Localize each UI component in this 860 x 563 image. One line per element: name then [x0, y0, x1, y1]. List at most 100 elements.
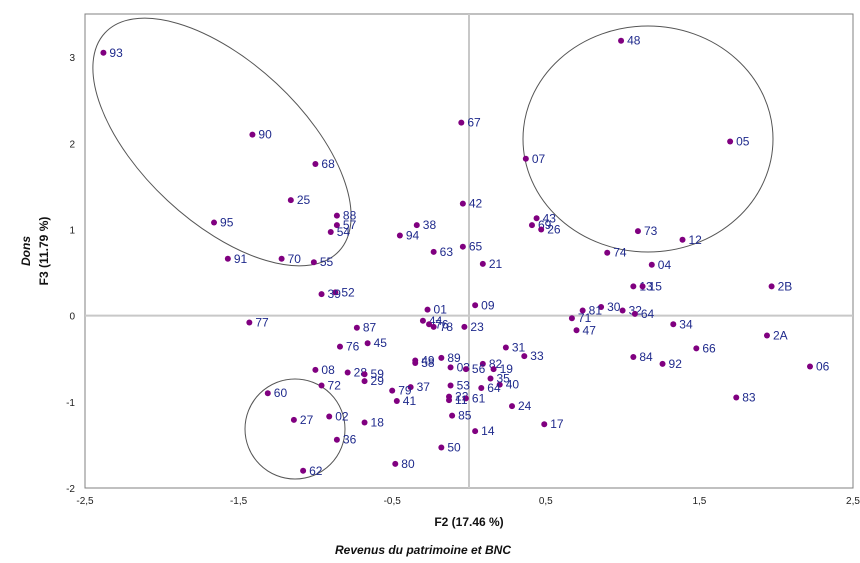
- data-point-59: 59: [361, 367, 384, 381]
- data-point-02: 02: [326, 409, 349, 423]
- point-marker: [100, 49, 107, 56]
- point-label: 74: [613, 246, 627, 260]
- data-point-92: 92: [659, 357, 682, 371]
- point-label: 40: [506, 378, 520, 392]
- point-label: 25: [297, 193, 311, 207]
- data-point-18: 18: [361, 416, 385, 430]
- point-label: 94: [406, 228, 420, 242]
- point-marker: [224, 255, 231, 262]
- data-point-88: 88: [333, 209, 357, 223]
- point-label: 60: [274, 386, 288, 400]
- point-marker: [693, 345, 700, 352]
- point-label: 05: [736, 135, 750, 149]
- point-marker: [727, 138, 734, 145]
- point-marker: [426, 321, 433, 328]
- point-marker: [618, 37, 625, 44]
- point-label: 72: [328, 378, 342, 392]
- data-point-57: 57: [333, 218, 357, 232]
- data-point-85: 85: [449, 409, 472, 423]
- point-label: 85: [458, 409, 472, 423]
- point-marker: [327, 229, 334, 236]
- point-marker: [472, 428, 479, 435]
- point-marker: [733, 394, 740, 401]
- x-axis-title: F2 (17.46 %): [434, 515, 503, 529]
- point-marker: [598, 304, 605, 311]
- point-label: 54: [337, 225, 351, 239]
- point-marker: [333, 436, 340, 443]
- point-label: 34: [679, 317, 693, 331]
- data-point-36: 36: [333, 433, 357, 447]
- point-marker: [472, 302, 479, 309]
- data-point-29: 29: [361, 374, 384, 388]
- y-tick-label: 1: [69, 225, 75, 236]
- data-point-26: 26: [538, 222, 561, 236]
- data-point-24: 24: [509, 399, 532, 413]
- data-point-2B: 2B: [768, 279, 792, 293]
- point-label: 95: [220, 216, 234, 230]
- data-point-64: 64: [631, 307, 655, 321]
- point-marker: [332, 289, 339, 296]
- point-label: 76: [435, 317, 449, 331]
- y-tick-label: -1: [66, 398, 75, 409]
- point-marker: [361, 378, 368, 385]
- ellipse-bottom-left-group: [244, 378, 346, 480]
- point-marker: [528, 222, 535, 229]
- point-label: 65: [469, 240, 483, 254]
- point-marker: [413, 222, 420, 229]
- point-marker: [407, 384, 414, 391]
- point-marker: [573, 327, 580, 334]
- point-marker: [290, 416, 297, 423]
- point-label: 62: [309, 464, 323, 478]
- data-point-2A: 2A: [763, 328, 788, 342]
- point-label: 09: [481, 298, 495, 312]
- data-point-95: 95: [211, 216, 234, 230]
- point-label: 13: [639, 279, 653, 293]
- point-marker: [479, 260, 486, 267]
- data-point-11: 11: [446, 393, 468, 407]
- data-point-94: 94: [396, 228, 420, 242]
- point-label: 57: [343, 218, 357, 232]
- point-marker: [300, 467, 307, 474]
- data-point-27: 27: [290, 413, 314, 427]
- point-marker: [393, 397, 400, 404]
- y-tick-label: 3: [69, 53, 75, 64]
- data-point-93: 93: [100, 46, 123, 60]
- data-point-60: 60: [264, 386, 288, 400]
- point-label: 64: [641, 307, 655, 321]
- point-label: 36: [343, 433, 357, 447]
- data-point-52: 52: [332, 285, 355, 299]
- point-marker: [631, 310, 638, 317]
- point-label: 15: [649, 279, 663, 293]
- data-point-63: 63: [430, 245, 453, 259]
- point-marker: [630, 283, 637, 290]
- point-marker: [333, 222, 340, 229]
- point-label: 23: [470, 320, 484, 334]
- point-marker: [502, 344, 509, 351]
- point-label: 18: [371, 416, 385, 430]
- point-marker: [310, 259, 317, 266]
- data-point-15: 15: [639, 279, 663, 293]
- data-point-47: 47: [573, 323, 596, 337]
- point-marker: [462, 395, 469, 402]
- data-point-91: 91: [224, 252, 248, 266]
- point-label: 31: [512, 341, 526, 355]
- data-point-43: 43: [533, 211, 556, 225]
- point-marker: [619, 307, 626, 314]
- point-marker: [568, 315, 575, 322]
- point-label: 89: [447, 351, 461, 365]
- point-marker: [449, 412, 456, 419]
- point-marker: [364, 340, 371, 347]
- point-marker: [768, 283, 775, 290]
- point-label: 76: [346, 340, 360, 354]
- point-label: 88: [343, 209, 357, 223]
- data-point-55: 55: [310, 255, 334, 269]
- point-marker: [459, 243, 466, 250]
- point-label: 26: [547, 222, 561, 236]
- point-marker: [459, 200, 466, 207]
- point-marker: [392, 460, 399, 467]
- y-axis-title: F3 (11.79 %): [37, 217, 51, 286]
- point-marker: [579, 307, 586, 314]
- point-marker: [670, 321, 677, 328]
- x-tick-label: -0,5: [384, 496, 402, 507]
- point-marker: [438, 444, 445, 451]
